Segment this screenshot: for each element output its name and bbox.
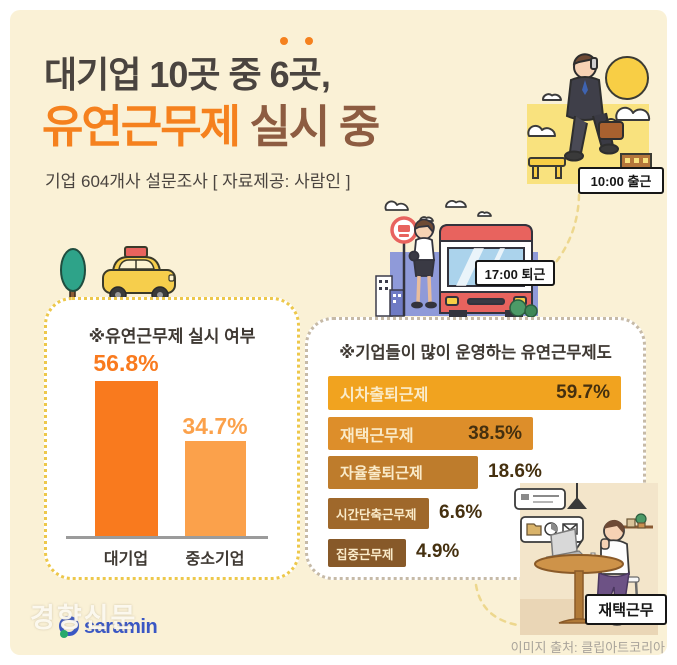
shelf-plant-icon: [621, 513, 653, 529]
bus-stop-sign-icon: [390, 216, 418, 316]
bus-stop-illustration: [375, 200, 538, 318]
clouds-icon: [384, 200, 492, 222]
bar-value: 38.5%: [468, 422, 522, 444]
image-credit: 이미지 출처: 클립아트코리아: [510, 640, 665, 655]
left-chart-panel: ※유연근무제 실시 여부 56.8% 34.7% 대기업 중소기업: [44, 297, 300, 580]
city-buildings-icon: [375, 275, 405, 317]
bar-focused-work: 집중근무제: [328, 539, 406, 567]
home-office-illustration: [514, 483, 658, 635]
title-line1-pre: 대기업 10곳 중: [44, 54, 270, 95]
bar-flexible-hours: 자율출퇴근제: [328, 456, 478, 489]
bar-value-outside: 4.9%: [416, 541, 460, 562]
survey-subtitle: 기업 604개사 설문조사 [ 자료제공: 사람인 ]: [45, 172, 351, 191]
table-laptop-icon: [534, 528, 624, 624]
bench-icon: [528, 157, 566, 179]
bar-label: 시간단축근무제: [336, 508, 417, 522]
right-chart-panel: ※기업들이 많이 운영하는 유연근무제도 시차출퇴근제 59.7% 재택근무제 …: [305, 317, 646, 580]
title-line-2: 유연근무제 실시 중: [42, 90, 381, 155]
clouds-icon: [527, 93, 651, 137]
bar-value-outside: 18.6%: [488, 461, 542, 482]
chart-baseline: [66, 536, 268, 539]
title-line1-accent: 6곳: [270, 37, 322, 98]
bar-value-sme: 34.7%: [182, 413, 248, 439]
title-highlight: 유연근무제: [42, 101, 241, 152]
saramin-logo-icon: [59, 616, 79, 638]
title-line1-post: ,: [320, 54, 331, 95]
bar-label: 집중근무제: [336, 547, 394, 562]
bar-label-sme: 중소기업: [185, 551, 245, 568]
taxi-icon: [102, 246, 176, 304]
title-rest: 실시 중: [239, 101, 381, 152]
bushes-icon: [509, 299, 538, 318]
saramin-logo-text: saramin: [84, 615, 158, 638]
bar-large-company: [95, 381, 158, 536]
bar-label: 시차출퇴근제: [340, 387, 429, 404]
right-chart-title: ※기업들이 많이 운영하는 유연근무제도: [339, 344, 612, 362]
bar-reduced-hours: 시간단축근무제: [328, 498, 429, 529]
badge-remote-work: 재택근무: [585, 594, 667, 625]
bar-remote-work: 재택근무제 38.5%: [328, 417, 533, 450]
commuter-woman-icon: [408, 218, 437, 309]
badge-evening-leave: 17:00 퇴근: [475, 260, 555, 286]
title-line-1: 대기업 10곳 중 6곳,: [44, 37, 331, 98]
dashed-path-bottom: [474, 583, 526, 628]
bar-sme: [185, 441, 246, 536]
saramin-logo: saramin: [57, 615, 158, 639]
bar-label-large-company: 대기업: [103, 551, 149, 568]
bar-staggered-hours: 시차출퇴근제 59.7%: [328, 376, 621, 410]
sun-icon: [605, 56, 649, 100]
kyunghyang-watermark: 경향신문: [30, 603, 138, 633]
bar-value-outside: 6.6%: [439, 502, 483, 523]
bar-value-large-company: 56.8%: [93, 350, 159, 376]
bar-label: 자율출퇴근제: [340, 465, 423, 482]
pendant-lamp-icon: [567, 483, 587, 509]
bar-label: 재택근무제: [340, 427, 414, 445]
left-chart-title: ※유연근무제 실시 여부: [88, 327, 256, 346]
bar-value: 59.7%: [556, 382, 610, 403]
badge-morning-commute: 10:00 출근: [578, 167, 664, 194]
businessman-icon: [564, 53, 624, 162]
